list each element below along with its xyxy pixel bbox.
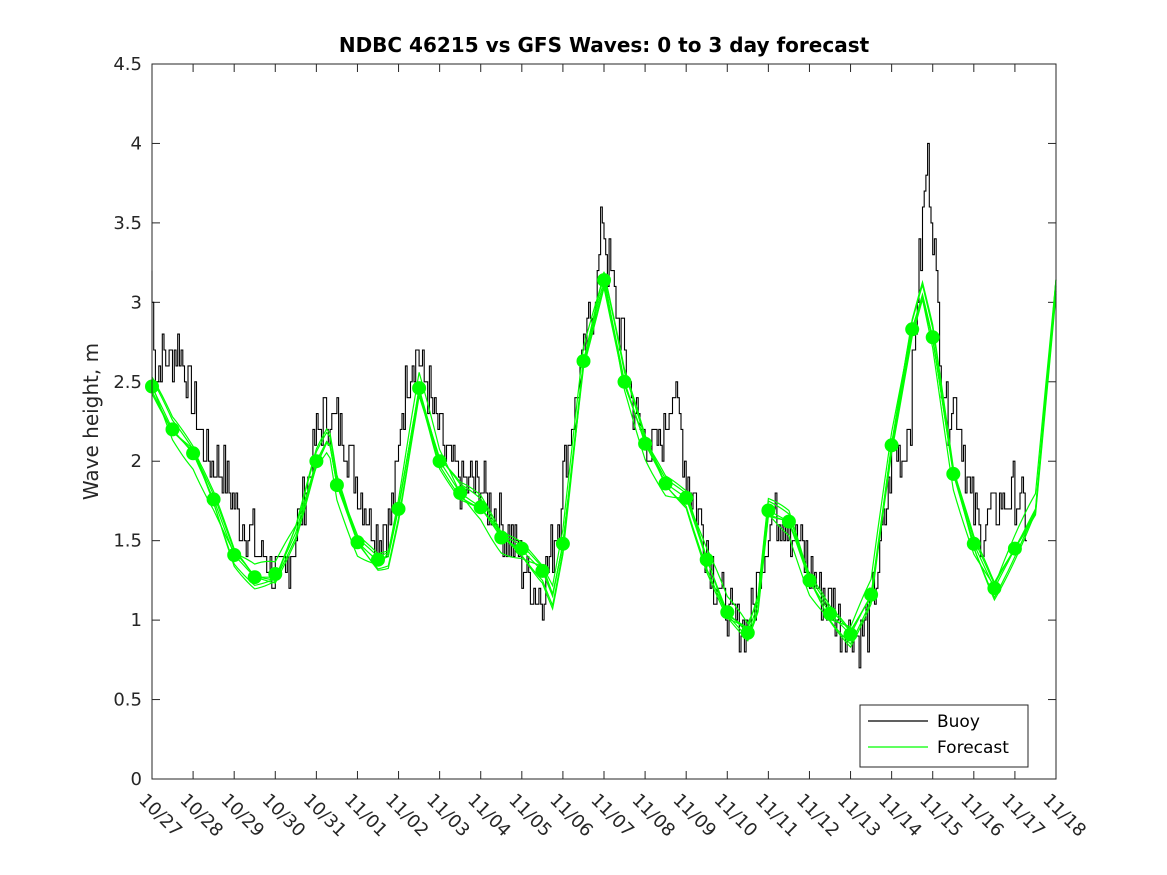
legend-box [859, 704, 1029, 768]
plot-frame [151, 63, 1057, 780]
y-tick-label: 2 [131, 451, 142, 472]
y-tick-label: 3.5 [113, 213, 142, 234]
y-tick-label: 4.5 [113, 54, 142, 75]
forecast-marker [165, 422, 180, 437]
forecast-markers [145, 273, 1022, 642]
forecast-marker [823, 606, 837, 621]
y-axis-title: Wave height, m [79, 343, 103, 500]
forecast-marker [597, 273, 611, 288]
forecast-marker [905, 322, 920, 337]
forecast-marker [720, 605, 735, 620]
forecast-marker [802, 573, 817, 588]
forecast-marker [535, 563, 550, 578]
forecast-marker [987, 581, 1002, 596]
chart-title: NDBC 46215 vs GFS Waves: 0 to 3 day fore… [339, 33, 870, 57]
forecast-marker [494, 530, 509, 545]
forecast-marker [329, 478, 344, 493]
forecast-marker [946, 466, 961, 481]
forecast-marker [576, 354, 591, 369]
forecast-marker [432, 454, 447, 469]
legend-forecast-label: Forecast [937, 738, 1009, 758]
y-tick-label: 3 [131, 292, 142, 313]
forecast-marker [843, 627, 858, 642]
y-tick-label: 1 [131, 610, 142, 631]
forecast-marker [268, 567, 283, 581]
forecast-marker [1007, 541, 1022, 556]
forecast-marker [864, 587, 879, 602]
forecast-marker [740, 625, 755, 640]
forecast-marker [371, 552, 385, 567]
forecast-marker [761, 503, 776, 518]
forecast-marker [412, 381, 427, 396]
forecast-marker [555, 536, 570, 551]
forecast-marker [350, 535, 365, 550]
forecast-marker [391, 501, 406, 516]
legend: Buoy Forecast [859, 704, 1029, 768]
y-tick-label: 0.5 [113, 690, 142, 711]
forecast-marker [617, 374, 632, 389]
forecast-marker [884, 438, 899, 453]
y-tick-label: 2.5 [113, 372, 142, 393]
forecast-marker [453, 486, 468, 500]
forecast-marker [473, 500, 488, 515]
forecast-marker [699, 552, 714, 567]
legend-buoy-label: Buoy [937, 712, 980, 732]
forecast-marker [781, 514, 796, 529]
forecast-marker [186, 446, 201, 461]
forecast-marker [658, 476, 673, 491]
y-tick-label: 1.5 [113, 531, 142, 552]
forecast-marker [638, 436, 653, 451]
forecast-marker [206, 492, 221, 507]
y-tick-label: 0 [131, 769, 142, 790]
forecast-marker [309, 454, 324, 469]
forecast-marker [514, 541, 529, 556]
forecast-line [151, 271, 1057, 649]
forecast-marker [227, 548, 242, 562]
forecast-marker [966, 536, 981, 551]
forecast-marker [925, 330, 940, 345]
forecast-marker [679, 490, 694, 505]
forecast-marker [247, 570, 262, 585]
y-tick-label: 4 [131, 133, 142, 154]
